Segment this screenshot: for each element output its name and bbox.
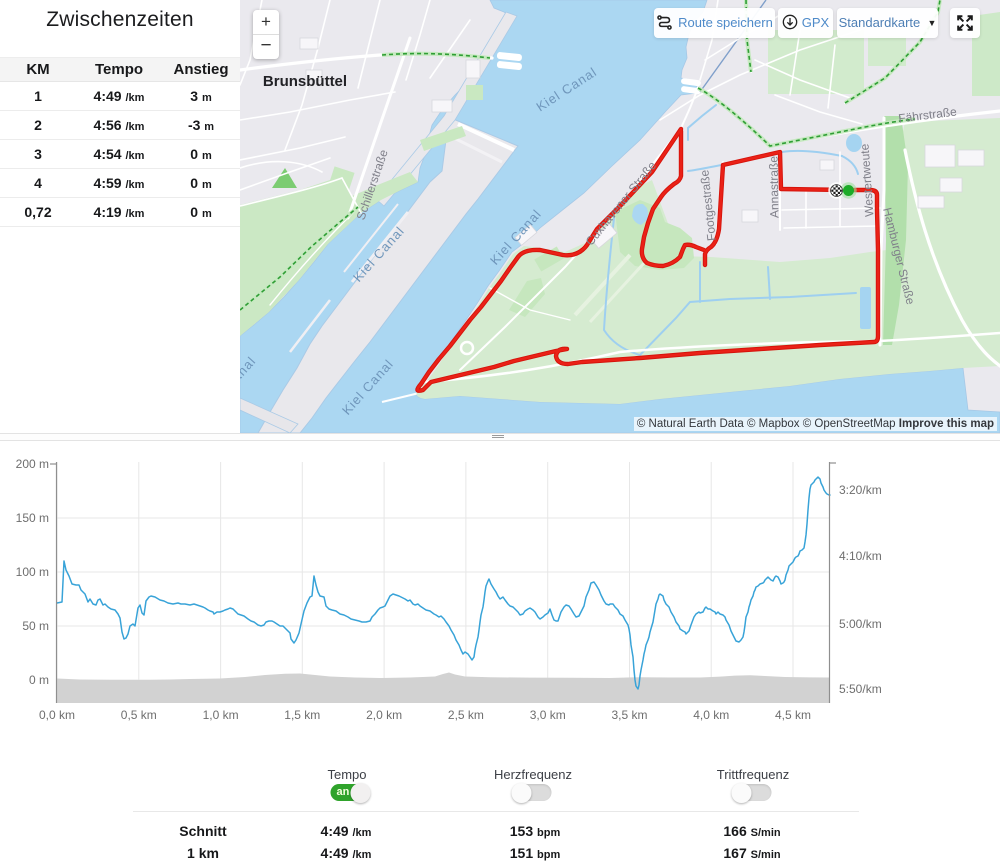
svg-text:4:10/km: 4:10/km [839, 549, 882, 563]
svg-text:3:20/km: 3:20/km [839, 483, 882, 497]
svg-text:1,0 km: 1,0 km [203, 708, 239, 722]
svg-text:4,5 km: 4,5 km [775, 708, 811, 722]
svg-text:4,0 km: 4,0 km [693, 708, 729, 722]
svg-text:0,0 km: 0,0 km [39, 708, 75, 722]
svg-text:200 m: 200 m [16, 457, 49, 471]
svg-text:Brunsbüttel: Brunsbüttel [263, 73, 347, 90]
svg-text:3,5 km: 3,5 km [611, 708, 647, 722]
svg-text:2,0 km: 2,0 km [366, 708, 402, 722]
svg-text:5:00/km: 5:00/km [839, 617, 882, 631]
svg-text:150 m: 150 m [16, 511, 49, 525]
svg-text:3,0 km: 3,0 km [530, 708, 566, 722]
svg-text:2,5 km: 2,5 km [448, 708, 484, 722]
svg-text:50 m: 50 m [22, 619, 49, 633]
svg-text:0,5 km: 0,5 km [121, 708, 157, 722]
svg-text:1,5 km: 1,5 km [284, 708, 320, 722]
svg-text:0 m: 0 m [29, 673, 49, 687]
svg-text:100 m: 100 m [16, 565, 49, 579]
svg-text:Westertweute: Westertweute [857, 143, 876, 217]
svg-text:Annastraße: Annastraße [766, 156, 781, 219]
svg-text:5:50/km: 5:50/km [839, 682, 882, 696]
